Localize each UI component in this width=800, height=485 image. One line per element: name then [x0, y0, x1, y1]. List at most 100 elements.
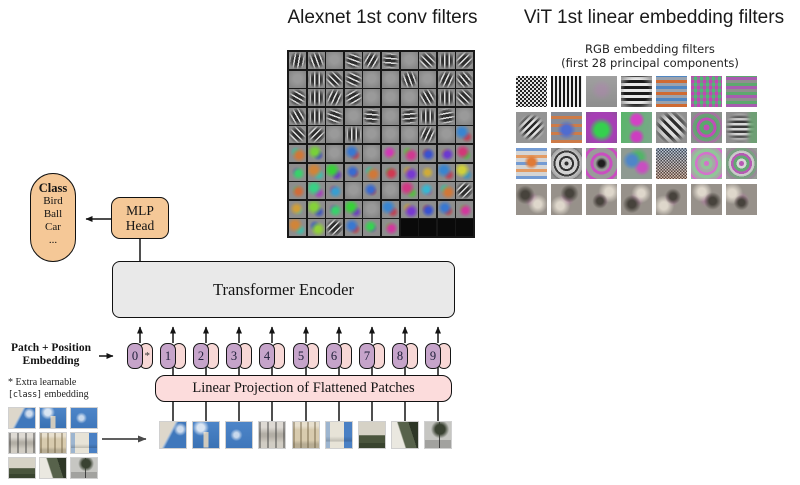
vit-filter-cell [621, 76, 652, 107]
alexnet-panel-title: Alexnet 1st conv filters [287, 7, 478, 28]
vit-filter-cell [516, 148, 547, 179]
alexnet-filter-grid [287, 50, 476, 239]
position-pill: 0 [127, 343, 143, 369]
token-0: * 0 [127, 343, 153, 369]
transformer-encoder-label: Transformer Encoder [213, 279, 354, 299]
token-label: 6 [330, 348, 338, 363]
class-token-star: * [144, 350, 151, 362]
image-grid-cell [70, 407, 98, 429]
alexnet-filter-cell [326, 144, 344, 162]
alexnet-filter-cell [363, 200, 381, 218]
alexnet-filter-cell [344, 219, 362, 237]
class-item: ... [48, 234, 58, 246]
alexnet-filter-cell [344, 182, 362, 200]
token-label: 1 [164, 348, 172, 363]
note-suffix: embedding [41, 388, 89, 400]
alexnet-filter-cell [437, 89, 455, 107]
image-patch [225, 421, 253, 449]
vit-filter-grid [516, 76, 757, 215]
alexnet-filter-cell [289, 52, 306, 69]
linear-projection-label: Linear Projection of Flattened Patches [192, 380, 415, 396]
alexnet-filter-cell [363, 52, 381, 69]
alexnet-filter-cell [419, 126, 437, 144]
alexnet-filter-cell [363, 219, 381, 237]
alexnet-filter-cell [289, 182, 306, 200]
alexnet-filter-cell [289, 107, 306, 125]
token-label: 3 [230, 348, 238, 363]
image-grid-cell [8, 457, 36, 479]
image-patch [159, 421, 187, 449]
alexnet-filter-cell [307, 144, 325, 162]
vit-filter-cell [656, 148, 687, 179]
token-9: 9 [425, 343, 451, 369]
alexnet-filter-cell [437, 219, 455, 237]
alexnet-filter-cell [307, 89, 325, 107]
alexnet-filter-cell [419, 107, 437, 125]
alexnet-filter-cell [400, 144, 418, 162]
vit-filter-cell [586, 184, 617, 215]
alexnet-filter-cell [400, 70, 418, 88]
alexnet-filter-cell [326, 126, 344, 144]
vit-filter-cell [726, 76, 757, 107]
alexnet-filter-cell [307, 126, 325, 144]
alexnet-filter-cell [344, 163, 362, 181]
position-pill: 9 [425, 343, 441, 369]
image-patch [325, 421, 353, 449]
vit-filter-cell [691, 76, 722, 107]
alexnet-filter-cell [381, 89, 399, 107]
alexnet-filter-cell [326, 52, 344, 69]
position-pill: 1 [160, 343, 176, 369]
alexnet-filter-cell [326, 182, 344, 200]
alexnet-filter-cell [456, 163, 474, 181]
alexnet-filter-cell [400, 126, 418, 144]
alexnet-filter-cell [456, 144, 474, 162]
alexnet-filter-cell [381, 52, 399, 69]
position-pill: 6 [326, 343, 342, 369]
alexnet-filter-cell [326, 89, 344, 107]
class-item: Car [45, 221, 61, 233]
vit-filter-cell [691, 148, 722, 179]
vit-filter-cell [621, 148, 652, 179]
token-8: 8 [392, 343, 418, 369]
image-patch [292, 421, 320, 449]
class-output-bubble: Class Bird Ball Car ... [30, 173, 76, 262]
position-pill: 5 [293, 343, 309, 369]
pp-label-line1: Patch + Position [10, 342, 92, 354]
position-pill: 7 [359, 343, 375, 369]
alexnet-filter-cell [419, 89, 437, 107]
token-3: 3 [226, 343, 252, 369]
alexnet-filter-cell [456, 126, 474, 144]
vit-filter-cell [516, 112, 547, 143]
alexnet-filter-cell [344, 107, 362, 125]
class-bubble-title: Class [38, 181, 68, 195]
alexnet-filter-cell [400, 182, 418, 200]
image-grid-cell [70, 432, 98, 454]
class-item: Bird [43, 195, 63, 207]
linear-projection-box: Linear Projection of Flattened Patches [155, 375, 452, 402]
token-2: 2 [193, 343, 219, 369]
alexnet-filter-cell [289, 200, 306, 218]
alexnet-filter-cell [437, 126, 455, 144]
image-grid-cell [39, 457, 67, 479]
token-6: 6 [326, 343, 352, 369]
mlp-head-line2: Head [125, 218, 155, 233]
vit-filter-cell [516, 184, 547, 215]
vit-filter-cell [551, 184, 582, 215]
mlp-head-line1: MLP [126, 203, 154, 218]
position-pill: 4 [259, 343, 275, 369]
vit-filter-cell [621, 112, 652, 143]
vit-filter-cell [586, 148, 617, 179]
alexnet-filter-cell [363, 107, 381, 125]
alexnet-filter-cell [400, 200, 418, 218]
token-label: 9 [429, 348, 437, 363]
image-grid-cell [70, 457, 98, 479]
vit-panel-title: ViT 1st linear embedding filters [523, 7, 785, 28]
alexnet-filter-cell [437, 52, 455, 69]
pp-label-line2: Embedding [22, 354, 80, 367]
vit-filter-cell [691, 112, 722, 143]
alexnet-filter-cell [363, 126, 381, 144]
token-1: 1 [160, 343, 186, 369]
alexnet-filter-cell [289, 163, 306, 181]
alexnet-filter-cell [419, 52, 437, 69]
